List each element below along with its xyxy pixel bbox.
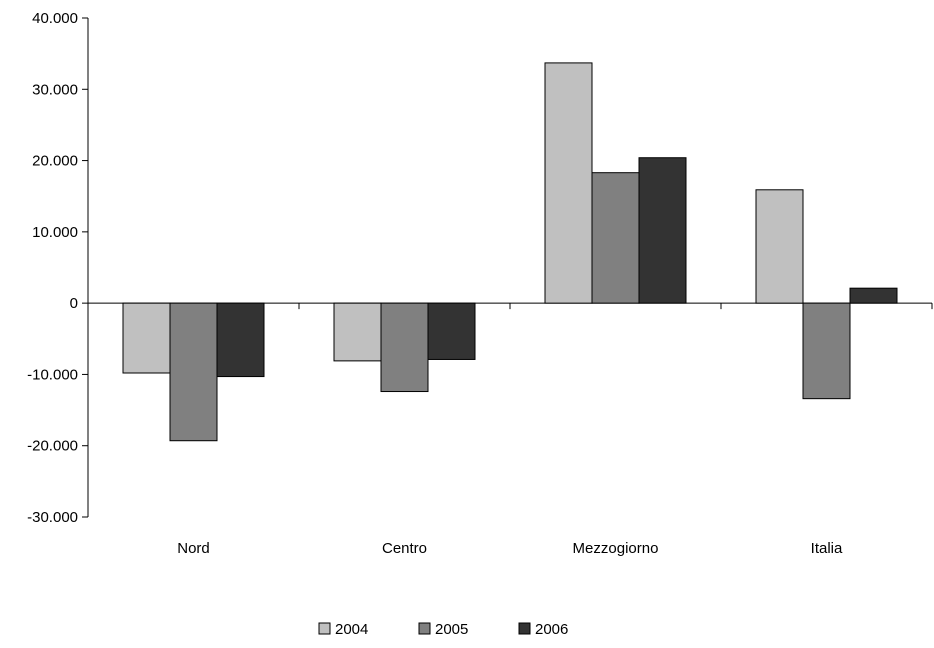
- legend-label: 2006: [535, 621, 568, 638]
- legend-swatch-2005: [418, 622, 431, 635]
- y-tick-label: 30.000: [32, 81, 78, 98]
- bars: [122, 62, 898, 442]
- y-tick-label: -30.000: [27, 509, 78, 526]
- bar-nord-2004: [122, 302, 171, 374]
- legend: 2004 2005 2006: [318, 621, 568, 638]
- x-category-label: Nord: [177, 540, 210, 557]
- legend-label: 2004: [335, 621, 368, 638]
- y-tick-label: -20.000: [27, 438, 78, 455]
- y-tick-label: 10.000: [32, 224, 78, 241]
- x-category-label: Centro: [382, 540, 427, 557]
- bar-mezzogiorno-2006: [638, 157, 687, 304]
- y-axis: 40.000 30.000 20.000 10.000 0 -10.000 -20.000 -…: [27, 10, 89, 526]
- x-category-label: Italia: [811, 540, 843, 557]
- legend-swatch-2006: [518, 622, 531, 635]
- bar-italia-2005: [802, 302, 851, 400]
- x-category-label: Mezzogiorno: [573, 540, 659, 557]
- bar-mezzogiorno-2004: [544, 62, 593, 304]
- bar-nord-2006: [216, 302, 265, 378]
- y-tick-label: 20.000: [32, 153, 78, 170]
- y-tick-label: -10.000: [27, 366, 78, 383]
- bar-italia-2004: [755, 189, 804, 304]
- legend-swatch-2004: [318, 622, 331, 635]
- bar-italia-2006: [849, 287, 898, 304]
- bar-centro-2004: [333, 302, 382, 362]
- y-tick-label: 0: [70, 295, 78, 312]
- bar-mezzogiorno-2005: [591, 172, 640, 304]
- bar-centro-2005: [380, 302, 429, 393]
- legend-label: 2005: [435, 621, 468, 638]
- y-tick-label: 40.000: [32, 10, 78, 27]
- bar-nord-2005: [169, 302, 218, 442]
- bar-centro-2006: [427, 302, 476, 360]
